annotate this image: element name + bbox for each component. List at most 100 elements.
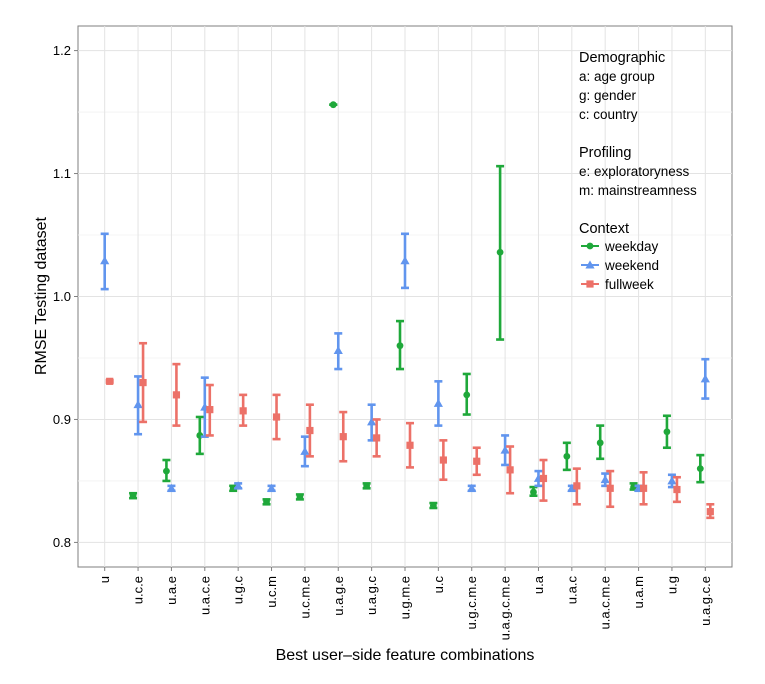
y-tick-label: 1.2 [53, 43, 71, 58]
legend-profiling-item: m: mainstreamness [579, 183, 697, 198]
legend-profiling-title: Profiling [579, 145, 631, 161]
weekend-point [600, 475, 610, 484]
y-axis-ticks: 0.8 0.9 1.0 1.1 1.2 [53, 43, 78, 550]
weekday-point [163, 467, 170, 475]
fullweek-point [606, 484, 614, 492]
y-tick-label: 0.8 [53, 535, 71, 550]
weekend-point [367, 417, 377, 426]
x-tick-label: u.a.c.e [197, 576, 212, 615]
x-tick-label: u.a.c [564, 576, 579, 605]
legend-demographic-title: Demographic [579, 50, 665, 66]
fullweek-point [239, 407, 247, 415]
weekday-point [663, 428, 671, 436]
fullweek-point [106, 377, 114, 385]
legend-profiling-item: e: exploratoryness [579, 164, 690, 179]
weekend-point [700, 374, 710, 383]
weekend-point [333, 346, 343, 355]
weekday-point [296, 493, 304, 501]
fullweek-point [706, 508, 714, 516]
legend-demographic-item: a: age group [579, 69, 655, 84]
legend-context-item: fullweek [605, 277, 654, 292]
x-tick-label: u.c.e [131, 576, 146, 604]
weekend-point [133, 400, 143, 409]
fullweek-point [573, 482, 581, 490]
legend-key-weekday-marker [586, 242, 594, 250]
legend-key-fullweek-marker [586, 280, 594, 288]
x-tick-label: u.a.g.c [364, 576, 379, 616]
fullweek-point [306, 426, 314, 435]
weekend-point [433, 398, 443, 407]
legend-demographic-item: c: country [579, 107, 638, 122]
weekend-point [100, 256, 110, 265]
x-tick-label: u.a.g.c.m.e [498, 576, 513, 640]
x-tick-label: u.c.m [264, 576, 279, 608]
weekday-point [129, 492, 137, 500]
x-axis-title: Best user–side feature combinations [276, 647, 535, 664]
fullweek-point [506, 466, 514, 474]
weekend-point [667, 476, 677, 485]
weekday-point [229, 484, 237, 492]
fullweek-point [539, 474, 548, 483]
weekend-point [467, 483, 477, 492]
legend-demographic-item: g: gender [579, 88, 637, 103]
weekend-point [166, 483, 177, 492]
weekend-point [300, 446, 310, 455]
weekend-point [233, 481, 243, 490]
weekday-point [463, 391, 471, 399]
grid-major [78, 26, 732, 567]
fullweek-point [373, 434, 381, 442]
legend-keys [581, 242, 599, 288]
x-tick-label: u.g.c [231, 576, 246, 605]
weekday-point [596, 439, 604, 447]
fullweek-point [139, 378, 147, 387]
weekday-point [563, 452, 571, 460]
x-tick-label: u.g [664, 576, 679, 594]
series-weekday [129, 101, 705, 510]
weekday-point [496, 248, 504, 256]
x-tick-label: u.a.g.e [331, 576, 346, 616]
series-fullweek [105, 341, 715, 520]
weekday-point [696, 465, 704, 473]
x-tick-label: u.a.g.c.e [698, 576, 713, 626]
fullweek-point [673, 485, 681, 494]
fullweek-point [473, 457, 481, 465]
data-marks [100, 101, 715, 520]
legend-key-weekend-marker [585, 260, 595, 269]
weekday-point [363, 482, 371, 490]
fullweek-point [339, 433, 347, 441]
weekday-point [429, 502, 437, 509]
legend-context-item: weekday [604, 239, 659, 254]
x-tick-label: u.g.m.e [398, 576, 413, 619]
x-axis-ticks: u u.c.e u.a.e u.a.c.e u.g.c u.c.m u.c.m.e u.a.g… [97, 567, 713, 640]
legend-context-title: Context [579, 221, 629, 237]
weekend-point [400, 256, 410, 265]
fullweek-point [639, 484, 648, 492]
weekday-point [530, 488, 537, 496]
fullweek-point [172, 391, 181, 399]
fullweek-point [406, 441, 414, 449]
weekday-point [329, 101, 337, 109]
y-tick-label: 0.9 [53, 412, 71, 427]
x-tick-label: u.g.c.m.e [464, 576, 479, 629]
weekday-point [263, 498, 270, 506]
weekday-point [396, 342, 404, 350]
weekend-point [266, 483, 277, 492]
legend: Demographic a: age group g: gender c: co… [579, 50, 697, 292]
fullweek-point [272, 413, 281, 421]
weekend-point [500, 445, 510, 454]
series-weekend [100, 232, 710, 493]
fullweek-point [439, 456, 447, 464]
x-tick-label: u.a.m [631, 576, 646, 609]
x-tick-label: u.a [531, 575, 546, 594]
legend-context-item: weekend [604, 258, 659, 273]
x-tick-label: u.a.e [164, 576, 179, 605]
x-tick-label: u.c.m.e [297, 576, 312, 619]
x-tick-label: u [97, 576, 112, 583]
weekend-point [567, 483, 577, 492]
y-tick-label: 1.0 [53, 289, 71, 304]
y-tick-label: 1.1 [53, 166, 71, 181]
x-tick-label: u.c [431, 576, 446, 594]
x-tick-label: u.a.c.m.e [598, 576, 613, 629]
